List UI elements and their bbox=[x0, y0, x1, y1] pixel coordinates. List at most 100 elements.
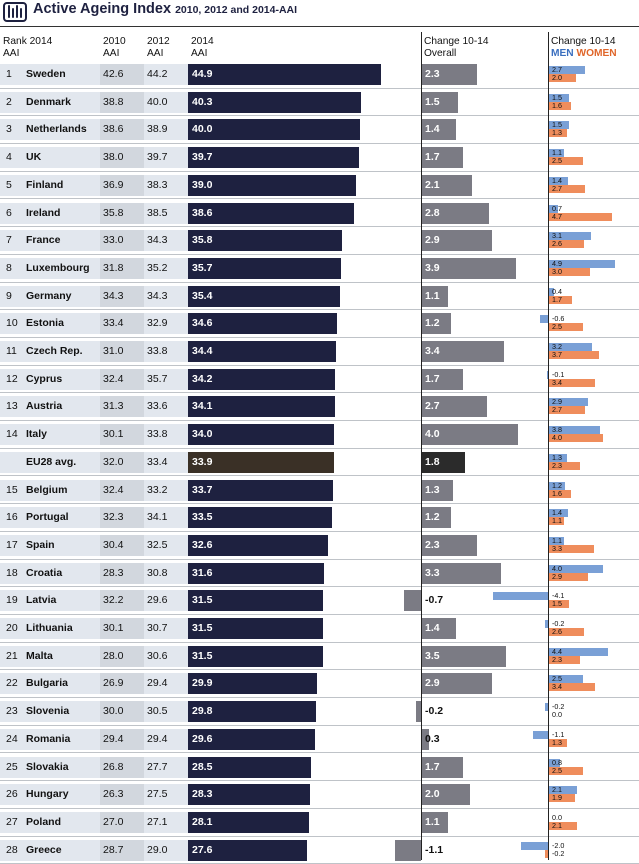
overall-change-value: 1.8 bbox=[425, 455, 440, 468]
overall-change-bar bbox=[422, 396, 487, 418]
overall-change-value: 1.7 bbox=[425, 372, 440, 385]
men-change-bar bbox=[549, 453, 567, 462]
aai-2012-value: 33.8 bbox=[144, 341, 188, 362]
women-change-bar bbox=[549, 794, 575, 803]
row-divider bbox=[0, 724, 639, 726]
overall-change-bar bbox=[422, 451, 466, 473]
aai-2012-value: 35.2 bbox=[144, 257, 188, 279]
overall-change-bar bbox=[422, 257, 516, 279]
women-change-bar bbox=[549, 572, 589, 581]
women-change-bar bbox=[549, 101, 571, 110]
aai-2010-value: 29.4 bbox=[100, 728, 144, 750]
overall-change-bar bbox=[422, 673, 492, 695]
men-change-value: 0.0 bbox=[552, 812, 562, 822]
aai-2014-value: 28.3 bbox=[192, 788, 213, 801]
col-header-2012: 2012 AAI bbox=[147, 36, 170, 59]
aai-2014-bar bbox=[188, 562, 324, 584]
overall-change-bar bbox=[422, 534, 478, 556]
overall-change-value: 1.2 bbox=[425, 511, 440, 524]
aai-2014-bar bbox=[188, 257, 342, 279]
men-change-value: -0.6 bbox=[552, 314, 565, 324]
overall-zero-axis bbox=[421, 32, 422, 860]
chart-title: Active Ageing Index 2010, 2012 and 2014-A… bbox=[33, 1, 298, 17]
aai-2010-value: 28.3 bbox=[100, 562, 144, 584]
table-row: 23 Slovenia 30.0 30.5 29.8 -0.2 -0.2 0.0 bbox=[0, 698, 639, 726]
country-name: Sweden bbox=[22, 64, 100, 85]
aai-2014-value: 35.8 bbox=[192, 234, 213, 247]
overall-change-bar bbox=[422, 119, 456, 141]
overall-change-bar bbox=[422, 64, 478, 85]
men-change-bar bbox=[549, 259, 616, 268]
women-change-bar bbox=[549, 351, 599, 359]
aai-2012-value: 29.0 bbox=[144, 839, 188, 861]
men-change-value: 1.4 bbox=[552, 175, 562, 185]
aai-2014-value: 38.6 bbox=[192, 206, 213, 219]
table-row: 7 France 33.0 34.3 35.8 2.9 3.1 2.6 bbox=[0, 227, 639, 255]
women-change-value: 3.7 bbox=[552, 350, 562, 359]
aai-2012-value: 32.5 bbox=[144, 534, 188, 556]
aai-2014-value: 44.9 bbox=[192, 68, 213, 80]
overall-change-value: 4.0 bbox=[425, 428, 440, 441]
rank-cell: 12 bbox=[0, 368, 22, 390]
women-change-bar bbox=[549, 544, 594, 553]
country-name: Slovenia bbox=[22, 701, 100, 723]
table-row: 5 Finland 36.9 38.3 39.0 2.1 1.4 2.7 bbox=[0, 172, 639, 200]
men-change-value: 1.2 bbox=[552, 480, 562, 490]
legend-men: MEN bbox=[551, 48, 574, 59]
legend-women: WOMEN bbox=[576, 48, 617, 59]
aai-2014-value: 39.7 bbox=[192, 151, 213, 164]
overall-change-value: 1.2 bbox=[425, 317, 440, 330]
aai-2014-bar bbox=[188, 119, 360, 141]
men-change-value: 4.9 bbox=[552, 258, 562, 268]
overall-change-value: 1.3 bbox=[425, 483, 440, 496]
aai-2014-value: 31.5 bbox=[192, 649, 213, 662]
country-name: Belgium bbox=[22, 479, 100, 501]
table-row: 26 Hungary 26.3 27.5 28.3 2.0 2.1 1.9 bbox=[0, 781, 639, 809]
aai-2010-value: 42.6 bbox=[100, 64, 144, 85]
country-name: Germany bbox=[22, 285, 100, 307]
aai-2012-value: 33.2 bbox=[144, 479, 188, 501]
country-name: Austria bbox=[22, 396, 100, 418]
aai-2014-bar bbox=[188, 701, 317, 723]
country-name: Italy bbox=[22, 424, 100, 446]
table-row: 1 Sweden 42.6 44.2 44.9 2.3 2.7 2.0 bbox=[0, 61, 639, 89]
men-change-bar bbox=[549, 93, 570, 102]
men-change-bar bbox=[545, 620, 548, 628]
overall-change-bar bbox=[422, 507, 451, 529]
col-header-rank: Rank 2014 AAI bbox=[3, 36, 53, 59]
women-change-bar bbox=[549, 406, 586, 415]
aai-2010-value: 28.0 bbox=[100, 645, 144, 667]
overall-change-bar bbox=[422, 479, 454, 501]
row-divider bbox=[0, 87, 639, 89]
men-change-bar bbox=[549, 758, 560, 767]
overall-change-bar bbox=[422, 230, 492, 252]
overall-change-value: -0.7 bbox=[425, 594, 444, 607]
table-row: 10 Estonia 33.4 32.9 34.6 1.2 -0.6 2.5 bbox=[0, 310, 639, 338]
row-divider bbox=[0, 503, 639, 505]
aai-2010-value: 32.4 bbox=[100, 368, 144, 390]
aai-2012-value: 33.8 bbox=[144, 424, 188, 446]
aai-2010-value: 31.3 bbox=[100, 396, 144, 418]
table-row: 3 Netherlands 38.6 38.9 40.0 1.4 1.5 1.3 bbox=[0, 116, 639, 145]
country-name: Latvia bbox=[22, 590, 100, 612]
aai-2010-value: 38.6 bbox=[100, 119, 144, 141]
men-change-bar bbox=[549, 398, 589, 407]
aai-2014-value: 34.6 bbox=[192, 317, 213, 330]
row-divider bbox=[0, 226, 639, 228]
table-row: 20 Lithuania 30.1 30.7 31.5 1.4 -0.2 2.6 bbox=[0, 615, 639, 643]
table-row: 22 Bulgaria 26.9 29.4 29.9 2.9 2.5 3.4 bbox=[0, 670, 639, 699]
aai-2014-bar bbox=[188, 174, 356, 196]
aai-2012-value: 27.7 bbox=[144, 756, 188, 778]
overall-change-bar bbox=[422, 811, 449, 833]
row-divider bbox=[0, 697, 639, 699]
rank-cell: 21 bbox=[0, 645, 22, 667]
table-row: 24 Romania 29.4 29.4 29.6 0.3 -1.1 1.3 bbox=[0, 726, 639, 754]
women-change-bar bbox=[549, 378, 595, 387]
row-divider bbox=[0, 420, 639, 422]
women-change-bar bbox=[549, 683, 595, 692]
overall-change-value: 2.8 bbox=[425, 206, 440, 219]
women-change-bar bbox=[549, 129, 567, 138]
country-name: Poland bbox=[22, 811, 100, 833]
men-change-value: 3.2 bbox=[552, 342, 562, 351]
aai-2014-bar bbox=[188, 285, 341, 307]
